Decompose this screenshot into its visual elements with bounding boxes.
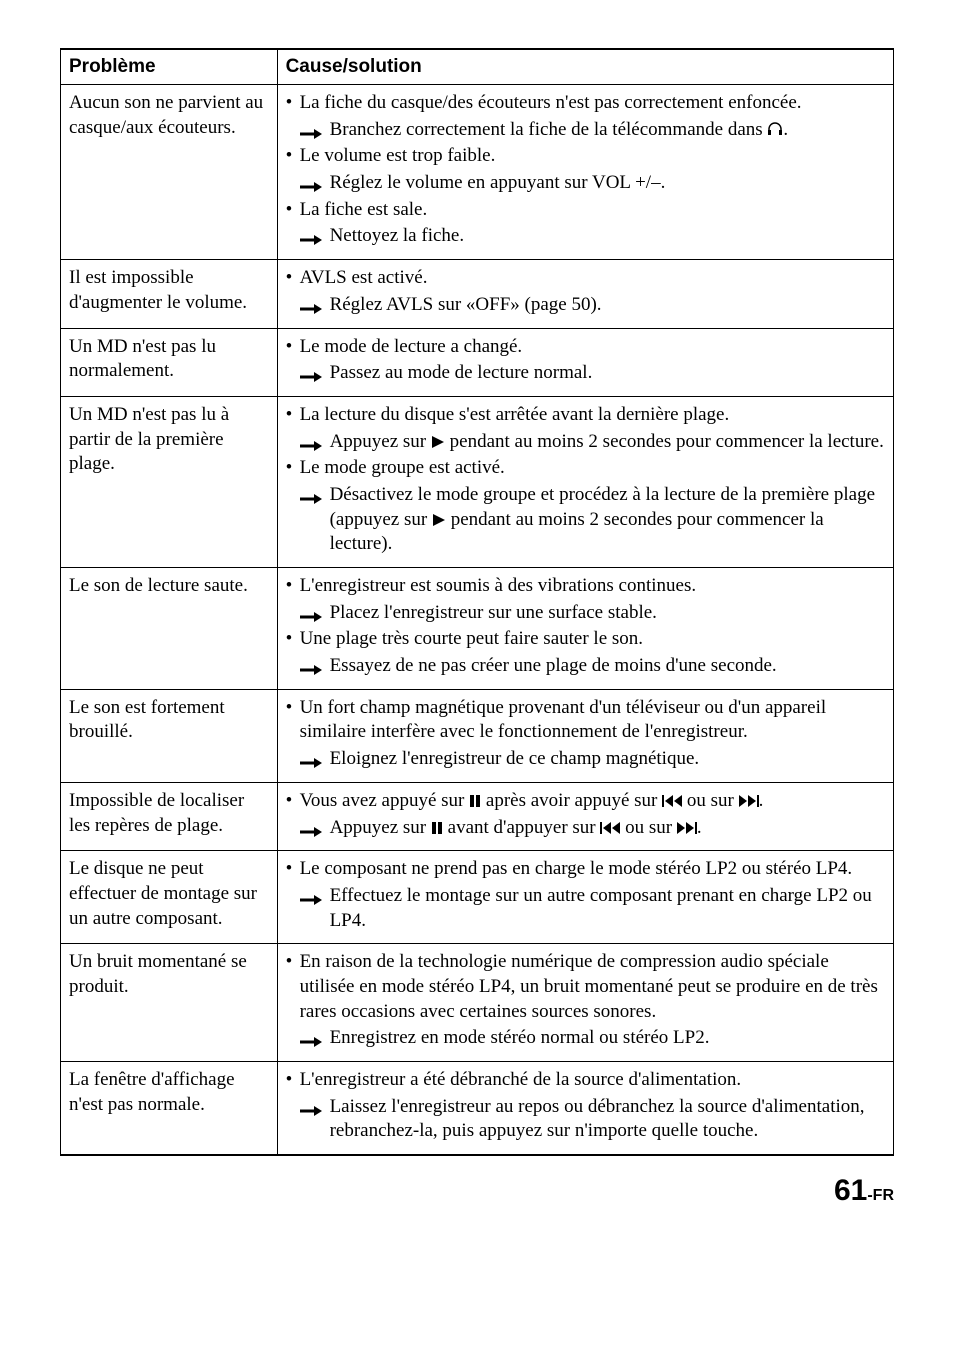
cause-cell: La fiche du casque/des écouteurs n'est p… [277,85,893,260]
table-row: Le son de lecture saute. L'enregistreur e… [61,568,894,690]
cause-item: Le composant ne prend pas en charge le m… [286,857,885,882]
cause-cell: Le composant ne prend pas en charge le m… [277,851,893,944]
table-row: Un bruit momentané se produit.En raison … [61,944,894,1062]
problem-cell: La fenêtre d'affichage n'est pas normale… [61,1062,278,1156]
arrow-icon [300,227,322,252]
action-item: Passez au mode de lecture normal. [286,361,885,386]
cause-item: L'enregistreur est soumis à des vibratio… [286,574,885,599]
arrow-icon [300,604,322,629]
arrow-icon [300,296,322,321]
table-row: Impossible de localiser les repères de p… [61,782,894,850]
action-item: Eloignez l'enregistreur de ce champ magn… [286,747,885,772]
table-row: La fenêtre d'affichage n'est pas normale… [61,1062,894,1156]
problem-cell: Le son est fortement brouillé. [61,689,278,782]
cause-cell: L'enregistreur a été débranché de la sou… [277,1062,893,1156]
action-item: Laissez l'enregistreur au repos ou débra… [286,1095,885,1144]
table-row: Un MD n'est pas lu à partir de la premiè… [61,396,894,567]
action-item: Appuyez sur avant d'appuyer sur ou sur . [286,816,885,841]
cause-item: La fiche est sale. [286,198,885,223]
problem-cell: Un MD n'est pas lu à partir de la premiè… [61,396,278,567]
arrow-icon [300,819,322,844]
arrow-icon [300,433,322,458]
arrow-icon [300,1029,322,1054]
action-item: Réglez AVLS sur «OFF» (page 50). [286,293,885,318]
action-item: Placez l'enregistreur sur une surface st… [286,601,885,626]
action-item: Effectuez le montage sur un autre compos… [286,884,885,933]
table-row: Un MD n'est pas lu normalement.Le mode d… [61,328,894,396]
cause-cell: En raison de la technologie numérique de… [277,944,893,1062]
arrow-icon [300,1098,322,1123]
table-row: Le disque ne peut effectuer de montage s… [61,851,894,944]
cause-item: Le volume est trop faible. [286,144,885,169]
arrow-icon [300,174,322,199]
troubleshooting-table: Problème Cause/solution Aucun son ne par… [60,48,894,1156]
header-cause: Cause/solution [277,49,893,85]
arrow-icon [300,750,322,775]
cause-cell: AVLS est activé.Réglez AVLS sur «OFF» (p… [277,260,893,328]
problem-cell: Il est impossible d'augmenter le volume. [61,260,278,328]
table-row: Aucun son ne parvient au casque/aux écou… [61,85,894,260]
cause-cell: L'enregistreur est soumis à des vibratio… [277,568,893,690]
cause-cell: Vous avez appuyé sur après avoir appuyé … [277,782,893,850]
table-row: Il est impossible d'augmenter le volume.… [61,260,894,328]
problem-cell: Impossible de localiser les repères de p… [61,782,278,850]
page-footer: 61-FR [60,1174,894,1208]
arrow-icon [300,887,322,912]
problem-cell: Le disque ne peut effectuer de montage s… [61,851,278,944]
cause-item: La lecture du disque s'est arrêtée avant… [286,403,885,428]
action-item: Branchez correctement la fiche de la tél… [286,118,885,143]
cause-item: Le mode de lecture a changé. [286,335,885,360]
cause-item: La fiche du casque/des écouteurs n'est p… [286,91,885,116]
action-item: Enregistrez en mode stéréo normal ou sté… [286,1026,885,1051]
cause-item: AVLS est activé. [286,266,885,291]
arrow-icon [300,364,322,389]
action-item: Essayez de ne pas créer une plage de moi… [286,654,885,679]
problem-cell: Un MD n'est pas lu normalement. [61,328,278,396]
arrow-icon [300,486,322,511]
cause-item: Une plage très courte peut faire sauter … [286,627,885,652]
action-item: Nettoyez la fiche. [286,224,885,249]
page-suffix: -FR [867,1187,894,1204]
arrow-icon [300,121,322,146]
cause-item: Le mode groupe est activé. [286,456,885,481]
page-number: 61 [834,1174,867,1207]
cause-cell: Le mode de lecture a changé.Passez au mo… [277,328,893,396]
header-problem: Problème [61,49,278,85]
cause-item: Vous avez appuyé sur après avoir appuyé … [286,789,885,814]
action-item: Appuyez sur pendant au moins 2 secondes … [286,430,885,455]
problem-cell: Un bruit momentané se produit. [61,944,278,1062]
problem-cell: Le son de lecture saute. [61,568,278,690]
cause-cell: Un fort champ magnétique provenant d'un … [277,689,893,782]
cause-item: L'enregistreur a été débranché de la sou… [286,1068,885,1093]
action-item: Désactivez le mode groupe et procédez à … [286,483,885,557]
arrow-icon [300,657,322,682]
action-item: Réglez le volume en appuyant sur VOL +/–… [286,171,885,196]
cause-item: En raison de la technologie numérique de… [286,950,885,1024]
problem-cell: Aucun son ne parvient au casque/aux écou… [61,85,278,260]
cause-cell: La lecture du disque s'est arrêtée avant… [277,396,893,567]
cause-item: Un fort champ magnétique provenant d'un … [286,696,885,745]
table-row: Le son est fortement brouillé.Un fort ch… [61,689,894,782]
